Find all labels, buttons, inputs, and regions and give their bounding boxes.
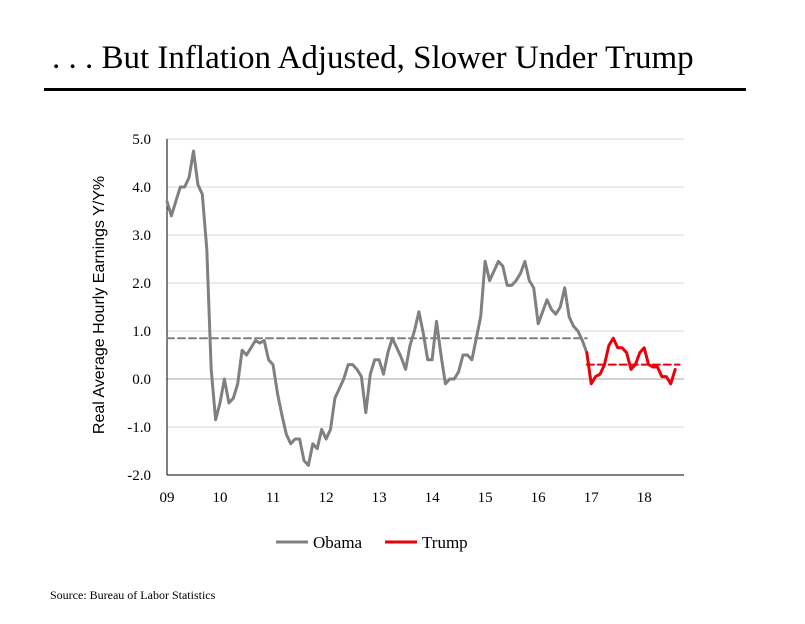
x-tick-label: 11 [266, 490, 280, 506]
line-chart: -2.0 -1.0 0.0 1.0 2.0 3.0 4.0 5.0 09 10 11 12 13 14 15… [91, 132, 684, 552]
y-tick-label: 1.0 [132, 324, 151, 340]
y-tick-label: -1.0 [127, 420, 151, 436]
legend-label-obama: Obama [313, 533, 363, 552]
y-tick-label: 2.0 [132, 276, 151, 292]
x-tick-label: 17 [584, 490, 600, 506]
x-tick-label: 15 [478, 490, 493, 506]
y-tick-label: 4.0 [132, 180, 151, 196]
y-tick-label: 3.0 [132, 228, 151, 244]
x-tick-label: 16 [531, 490, 547, 506]
chart-title: . . . But Inflation Adjusted, Slower Und… [52, 40, 694, 76]
x-tick-label: 14 [425, 490, 441, 506]
y-tick-label: -2.0 [127, 468, 151, 484]
axes: -2.0 -1.0 0.0 1.0 2.0 3.0 4.0 5.0 09 10 11 12 13 14 15… [91, 132, 684, 506]
obama-line [165, 149, 589, 467]
trump-line [585, 336, 677, 386]
legend-label-trump: Trump [422, 533, 468, 552]
y-tick-label: 5.0 [132, 132, 151, 148]
x-tick-label: 10 [213, 490, 228, 506]
y-tick-label: 0.0 [132, 372, 151, 388]
x-tick-label: 13 [372, 490, 387, 506]
y-axis-title: Real Average Hourly Earnings Y/Y% [91, 176, 108, 434]
gridlines [167, 138, 684, 476]
series [165, 149, 681, 467]
x-tick-label: 09 [160, 490, 175, 506]
title-underline [44, 88, 746, 91]
legend: Obama Trump [276, 533, 468, 552]
x-tick-label: 12 [319, 490, 334, 506]
x-tick-label: 18 [637, 490, 652, 506]
source-note: Source: Bureau of Labor Statistics [50, 588, 216, 602]
